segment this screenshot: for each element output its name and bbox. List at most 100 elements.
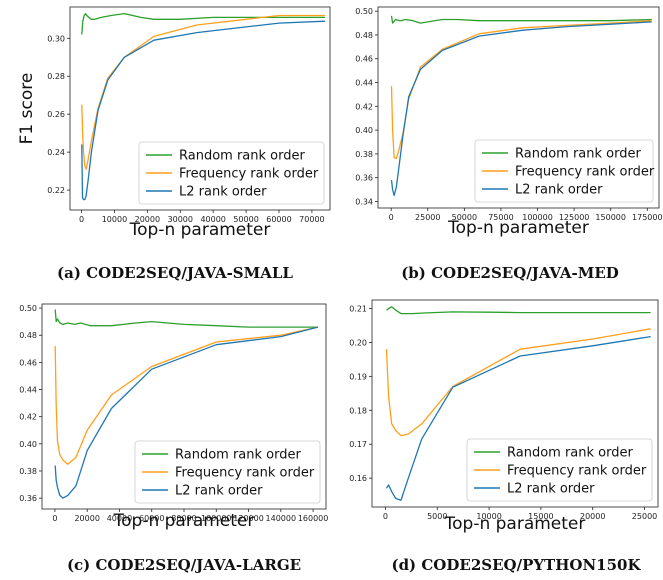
x-tick-label: 100000 xyxy=(201,514,232,523)
x-axis-label: Top-n parameter xyxy=(447,218,589,238)
subfigure-caption: (d) CODE2SEQ/PYTHON150K xyxy=(391,556,641,574)
legend-box xyxy=(474,139,654,203)
plot-frame xyxy=(377,6,660,209)
x-tick-label: 40000 xyxy=(200,215,225,224)
y-tick-label: 0.38 xyxy=(355,150,373,159)
x-tick-label: 70000 xyxy=(299,215,324,224)
x-tick-label: 160000 xyxy=(298,514,329,523)
subplot-java-med: 0 25000 50000 75000 100000 125000 150000 175000… xyxy=(355,6,663,282)
y-tick-label: 0.48 xyxy=(19,331,37,340)
series-line-random xyxy=(390,15,652,24)
x-tick-label: 20000 xyxy=(74,514,99,523)
series-line-l2 xyxy=(81,20,326,201)
legend-box xyxy=(466,438,653,502)
x-tick-label: 50000 xyxy=(233,215,258,224)
x-axis-label: Top-n parameter xyxy=(444,514,586,534)
x-tick-label: 0 xyxy=(389,213,394,222)
x-tick-label: 100000 xyxy=(522,213,553,222)
legend: Random rank order Frequency rank order L2 … xyxy=(134,440,321,504)
legend-box xyxy=(138,141,325,205)
x-tick-label: 0 xyxy=(383,512,388,521)
legend-label: L2 rank order xyxy=(175,484,263,499)
series-line-l2 xyxy=(385,335,651,501)
legend-label: Frequency rank order xyxy=(179,167,319,182)
y-tick-label: 0.44 xyxy=(355,79,373,88)
legend-label: Frequency rank order xyxy=(507,464,647,479)
y-tick-label: 0.16 xyxy=(349,474,367,483)
y-tick-label: 0.17 xyxy=(349,440,367,449)
series-line-frequency xyxy=(54,326,319,465)
legend: Random rank order Frequency rank order L2 … xyxy=(466,438,653,502)
y-tick-label: 0.28 xyxy=(47,72,65,81)
y-tick-label: 0.36 xyxy=(19,494,37,503)
y-tick-label: 0.38 xyxy=(19,467,37,476)
subplot-python150k: 0 5000 10000 15000 20000 25000 0.16 0.17 0.18 0.1… xyxy=(349,299,659,574)
y-tick-label: 0.42 xyxy=(355,102,373,111)
y-tick-label: 0.46 xyxy=(19,358,37,367)
legend-label: Random rank order xyxy=(179,149,305,164)
y-tick-label: 0.44 xyxy=(19,386,37,395)
subfigure-caption: (a) CODE2SEQ/JAVA-SMALL xyxy=(57,264,293,282)
legend-label: Random rank order xyxy=(175,448,301,463)
x-tick-label: 25000 xyxy=(415,213,440,222)
y-tick-label: 0.46 xyxy=(355,55,373,64)
x-tick-label: 60000 xyxy=(139,514,164,523)
series-line-l2 xyxy=(390,21,652,197)
x-tick-label: 20000 xyxy=(135,215,160,224)
series-line-random xyxy=(386,306,651,315)
subplot-java-large: 0 20000 40000 60000 80000 100000 120000 140000 1… xyxy=(19,303,329,574)
x-tick-label: 140000 xyxy=(266,514,297,523)
y-tick-label: 0.48 xyxy=(355,31,373,40)
x-tick-label: 40000 xyxy=(107,514,132,523)
series-line-random xyxy=(54,309,318,328)
x-tick-label: 120000 xyxy=(233,514,264,523)
legend: Random rank order Frequency rank order L2 … xyxy=(474,139,655,203)
x-tick-label: 5000 xyxy=(427,512,447,521)
y-tick-label: 0.42 xyxy=(19,413,37,422)
series-line-frequency xyxy=(390,20,652,160)
y-tick-label: 0.40 xyxy=(355,126,373,135)
x-tick-label: 75000 xyxy=(488,213,513,222)
x-tick-label: 20000 xyxy=(580,512,605,521)
y-axis-label: F1 score xyxy=(17,73,37,145)
x-tick-label: 125000 xyxy=(559,213,590,222)
legend-label: Random rank order xyxy=(515,147,641,162)
plot-frame xyxy=(69,6,331,211)
y-tick-label: 0.30 xyxy=(47,34,65,43)
legend: Random rank order Frequency rank order L2 … xyxy=(138,141,325,205)
legend-label: Frequency rank order xyxy=(175,466,315,481)
subfigure-caption: (b) CODE2SEQ/JAVA-MED xyxy=(401,264,619,282)
x-tick-label: 0 xyxy=(79,215,84,224)
x-tick-label: 10000 xyxy=(476,512,501,521)
x-tick-label: 10000 xyxy=(102,215,127,224)
x-tick-label: 60000 xyxy=(266,215,291,224)
subfigure-caption: (c) CODE2SEQ/JAVA-LARGE xyxy=(67,556,301,574)
legend-label: Random rank order xyxy=(507,446,633,461)
legend-label: Frequency rank order xyxy=(515,165,655,180)
x-tick-label: 25000 xyxy=(632,512,657,521)
x-tick-label: 150000 xyxy=(595,213,626,222)
legend-box xyxy=(134,440,321,504)
y-tick-label: 0.20 xyxy=(349,338,367,347)
y-tick-label: 0.24 xyxy=(47,148,65,157)
series-line-l2 xyxy=(54,326,319,499)
y-tick-label: 0.50 xyxy=(19,304,37,313)
x-axis-label: Top-n parameter xyxy=(129,220,271,240)
x-axis-label: Top-n parameter xyxy=(113,511,255,531)
x-tick-label: 50000 xyxy=(452,213,477,222)
x-tick-label: 80000 xyxy=(171,514,196,523)
legend-label: L2 rank order xyxy=(515,183,603,198)
y-tick-label: 0.26 xyxy=(47,110,65,119)
y-tick-label: 0.18 xyxy=(349,406,367,415)
y-tick-label: 0.40 xyxy=(19,440,37,449)
series-line-random xyxy=(81,12,326,35)
legend-label: L2 rank order xyxy=(179,185,267,200)
subplot-java-small: 0 10000 20000 30000 40000 50000 60000 70000 0.22… xyxy=(17,6,331,282)
series-line-frequency xyxy=(385,328,651,437)
y-tick-label: 0.50 xyxy=(355,7,373,16)
x-tick-label: 0 xyxy=(52,514,57,523)
y-tick-label: 0.22 xyxy=(47,186,65,195)
legend-label: L2 rank order xyxy=(507,482,595,497)
y-tick-label: 0.36 xyxy=(355,174,373,183)
x-tick-label: 30000 xyxy=(168,215,193,224)
